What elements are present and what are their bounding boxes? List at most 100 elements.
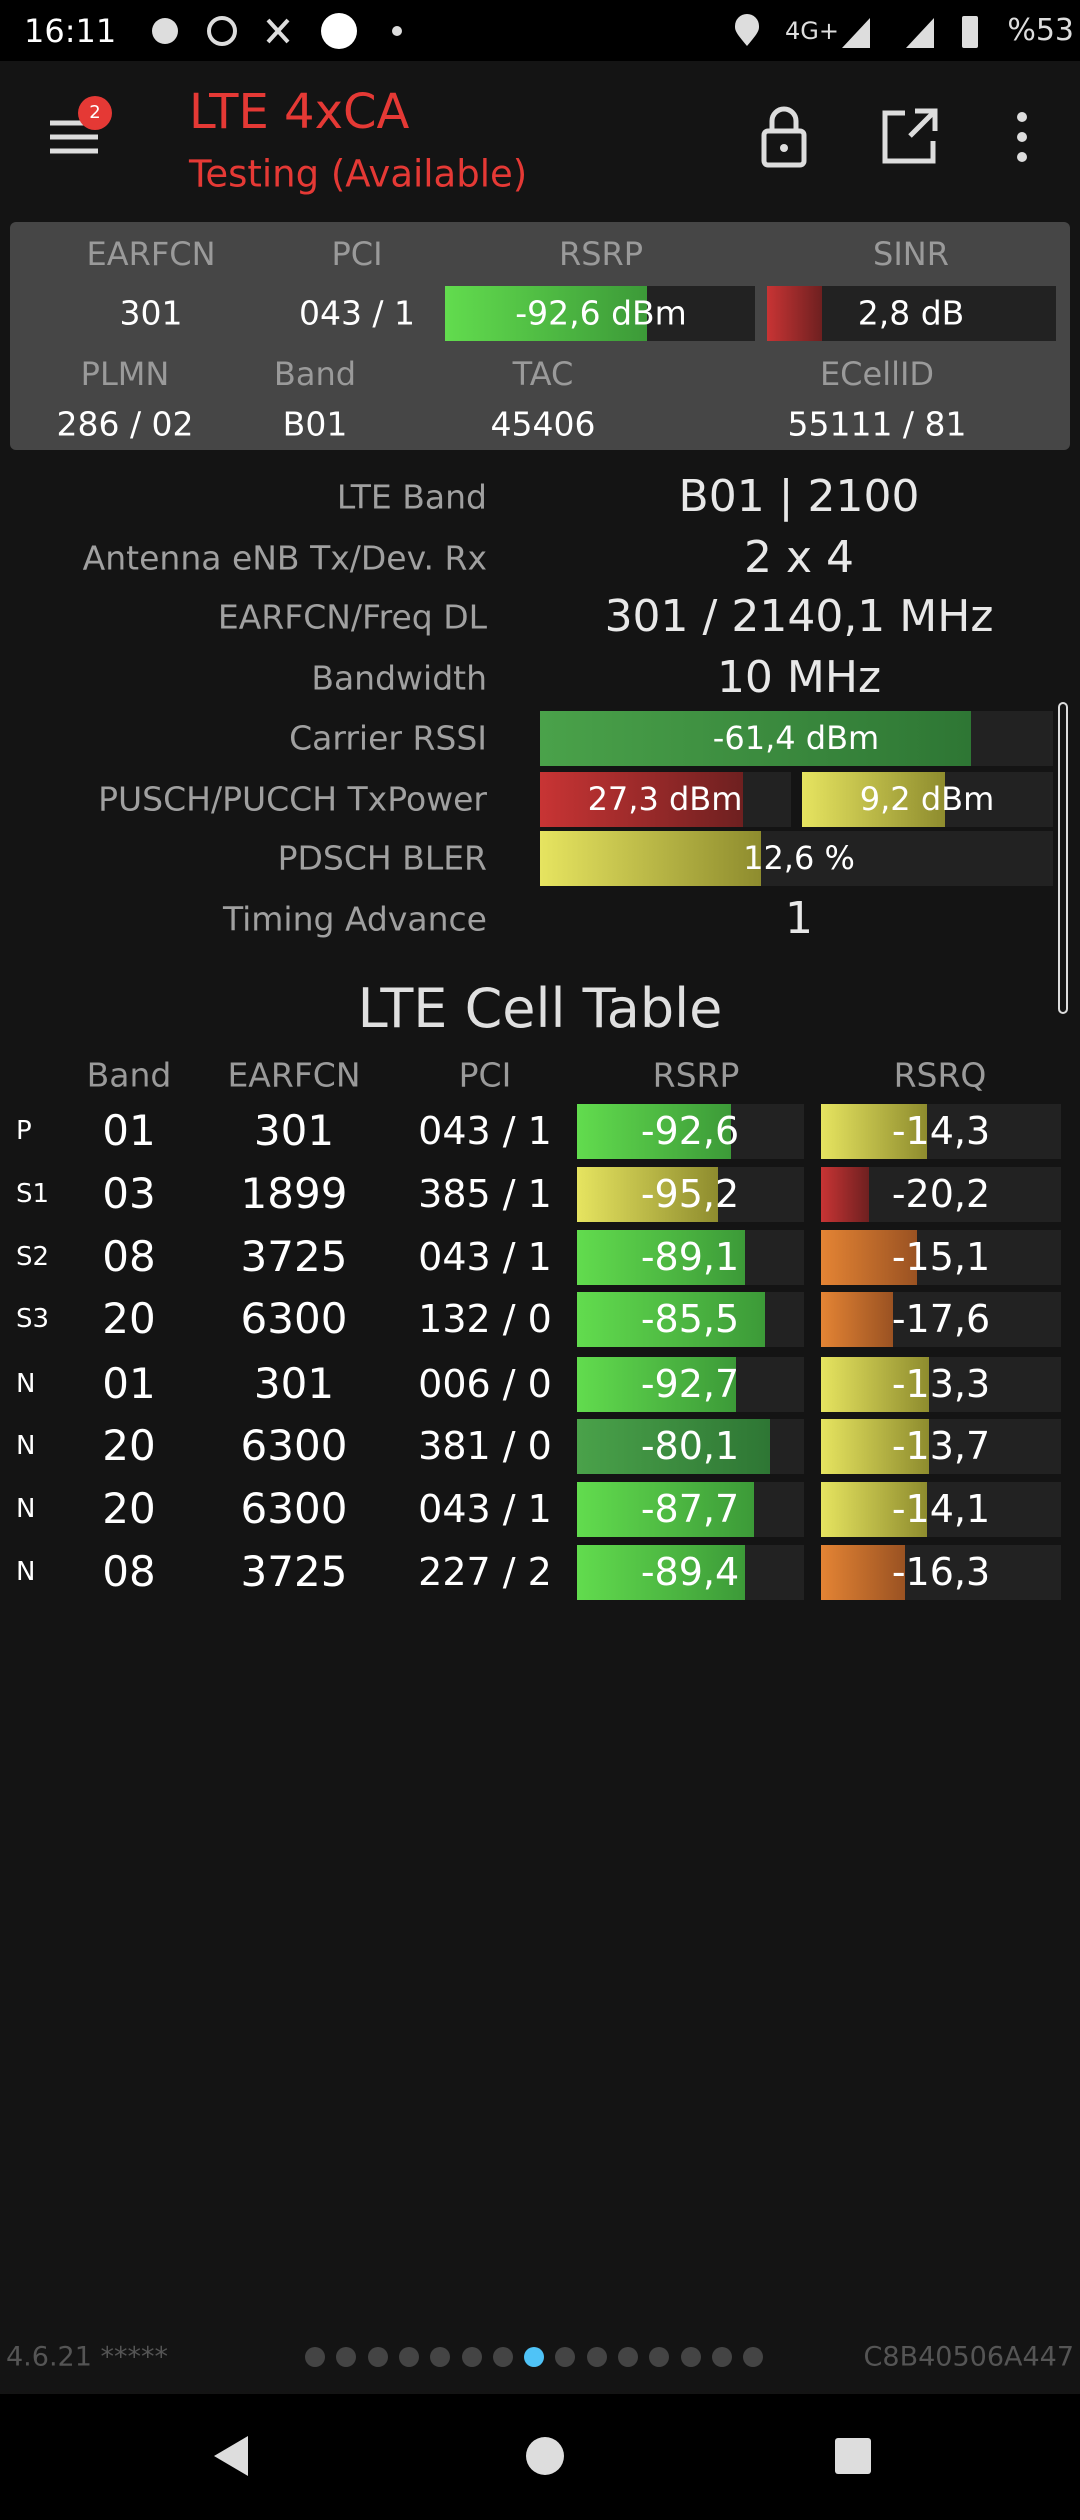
page-dot[interactable]: [398, 2347, 419, 2367]
cell-type: N: [16, 1494, 36, 1524]
summary-label: SINR: [873, 235, 949, 273]
level-bar: [821, 1481, 1061, 1537]
cell-earfcn: 301: [253, 1106, 335, 1155]
battery: %53: [1007, 13, 1074, 48]
detail-value: 12,6 %: [743, 839, 855, 877]
level-bar: [821, 1229, 1061, 1285]
column-header: PCI: [458, 1055, 512, 1095]
cell-earfcn: 6300: [240, 1484, 348, 1533]
level-fill: [821, 1481, 927, 1537]
detail-value: -61,4 dBm: [712, 719, 880, 757]
page-dot[interactable]: [461, 2347, 482, 2367]
title: LTE 4xCA: [189, 84, 410, 140]
device-id: C8B40506A447: [863, 2341, 1074, 2373]
level-fill: [577, 1166, 718, 1222]
share-button[interactable]: [882, 108, 938, 164]
detail-label: Carrier RSSI: [289, 718, 487, 758]
level-fill: [577, 1356, 736, 1412]
level-bar: [821, 1418, 1061, 1474]
cell-earfcn: 301: [253, 1359, 335, 1408]
cell-earfcn: 6300: [240, 1294, 348, 1343]
detail-value: 10 MHz: [716, 652, 882, 703]
page-dot[interactable]: [680, 2347, 701, 2367]
page-dot[interactable]: [618, 2347, 638, 2367]
page-dot[interactable]: [336, 2347, 357, 2367]
status-icons: [152, 13, 978, 49]
page-dot[interactable]: [743, 2347, 764, 2367]
column-header: RSRQ: [893, 1055, 987, 1095]
summary-value: 043 / 1: [298, 293, 416, 333]
level-fill: [577, 1418, 770, 1474]
level-bar: [802, 771, 1053, 827]
detail-label: Antenna eNB Tx/Dev. Rx: [82, 538, 487, 578]
level-bar: [577, 1544, 804, 1600]
back-button[interactable]: [214, 2436, 248, 2476]
level-fill: [821, 1418, 929, 1474]
detail-label: Bandwidth: [311, 658, 487, 698]
level-fill: [540, 771, 744, 827]
more-button[interactable]: [1017, 112, 1027, 162]
detail-value: 2 x 4: [744, 532, 854, 583]
detail-label: PDSCH BLER: [277, 838, 487, 878]
page-dot[interactable]: [367, 2347, 388, 2367]
level-bar: [577, 1229, 804, 1285]
cell-earfcn: 6300: [240, 1421, 348, 1470]
column-header: EARFCN: [227, 1055, 361, 1095]
detail-value: 301 / 2140,1 MHz: [604, 591, 994, 642]
level-fill: [577, 1544, 745, 1600]
page-dot[interactable]: [305, 2347, 325, 2367]
cell-rsrq: -13,7: [891, 1424, 991, 1468]
summary-value: 45406: [490, 404, 596, 444]
clock: 16:11: [24, 12, 117, 50]
summary-value: 2,8 dB: [857, 293, 965, 333]
level-fill: [577, 1229, 745, 1285]
cell-rsrp: -89,4: [640, 1550, 740, 1594]
detail-value: 9,2 dBm: [859, 780, 995, 818]
cell-band: 20: [102, 1294, 156, 1343]
cell-pci: 381 / 0: [418, 1424, 552, 1468]
summary-label: ECellID: [819, 355, 935, 393]
app-bar-icons: [50, 96, 1027, 168]
page-dot[interactable]: [492, 2347, 513, 2367]
detail-value: B01 | 2100: [678, 471, 920, 522]
page-dot[interactable]: [711, 2347, 732, 2367]
table-title: LTE Cell Table: [357, 977, 723, 1040]
level-bar: [540, 830, 1053, 886]
summary-value: 286 / 02: [56, 404, 194, 444]
page-dot[interactable]: [649, 2347, 670, 2367]
lock-button[interactable]: [761, 106, 807, 168]
recents-button[interactable]: [835, 2438, 871, 2474]
cell-rsrp: -85,5: [640, 1297, 740, 1341]
summary-value: -92,6 dBm: [515, 293, 687, 333]
level-fill: [821, 1544, 905, 1600]
level-fill: [821, 1229, 917, 1285]
cell-pci: 132 / 0: [418, 1297, 552, 1341]
level-fill: [540, 710, 971, 766]
cell-rsrp: -92,6: [640, 1109, 740, 1153]
level-fill: [767, 285, 822, 341]
level-fill: [445, 285, 647, 341]
page-dot[interactable]: [586, 2347, 607, 2367]
cell-band: 03: [102, 1169, 156, 1218]
cell-pci: 043 / 1: [418, 1235, 552, 1279]
cell-earfcn: 3725: [240, 1547, 348, 1596]
cell-pci: 043 / 1: [418, 1487, 552, 1531]
level-bar: [577, 1103, 804, 1159]
level-bar: [767, 285, 1056, 341]
page-dot[interactable]: [524, 2347, 545, 2367]
badge-count: 2: [89, 102, 101, 123]
column-header: Band: [86, 1055, 172, 1095]
detail-value: 27,3 dBm: [587, 780, 743, 818]
level-fill: [577, 1481, 755, 1537]
summary-label: Band: [273, 355, 357, 393]
page-dot[interactable]: [555, 2347, 576, 2367]
page-dot[interactable]: [430, 2347, 451, 2367]
home-button[interactable]: [526, 2437, 564, 2475]
level-bar: [821, 1544, 1061, 1600]
detail-value: 1: [785, 893, 813, 944]
level-fill: [577, 1291, 766, 1347]
scrollbar: [1058, 702, 1068, 1014]
cell-band: 08: [102, 1547, 156, 1596]
level-fill: [821, 1103, 927, 1159]
level-fill: [821, 1356, 929, 1412]
